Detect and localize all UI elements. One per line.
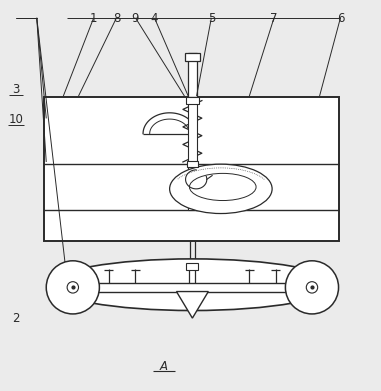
Text: 5: 5: [208, 13, 215, 25]
Polygon shape: [176, 292, 208, 318]
Bar: [188, 164, 197, 210]
Text: 2: 2: [12, 312, 20, 325]
Bar: [61, 283, 85, 292]
Bar: [186, 263, 199, 269]
Bar: [75, 283, 310, 292]
Circle shape: [285, 261, 339, 314]
Bar: [299, 283, 324, 292]
Bar: [187, 161, 198, 167]
Text: 6: 6: [337, 13, 344, 25]
Text: 1: 1: [90, 13, 98, 25]
Ellipse shape: [50, 259, 335, 310]
Text: 10: 10: [8, 113, 23, 126]
Text: 3: 3: [12, 83, 19, 96]
Bar: [188, 53, 197, 97]
Text: 8: 8: [113, 13, 120, 25]
Bar: [186, 97, 199, 104]
Text: 7: 7: [270, 13, 278, 25]
Circle shape: [46, 261, 99, 314]
Circle shape: [306, 282, 318, 293]
Text: A: A: [160, 360, 168, 373]
Ellipse shape: [170, 164, 272, 213]
Circle shape: [67, 282, 78, 293]
Text: 4: 4: [151, 13, 158, 25]
Text: 9: 9: [132, 13, 139, 25]
Bar: [44, 97, 339, 241]
Bar: [188, 97, 197, 164]
Ellipse shape: [189, 173, 256, 201]
Bar: [185, 53, 200, 61]
